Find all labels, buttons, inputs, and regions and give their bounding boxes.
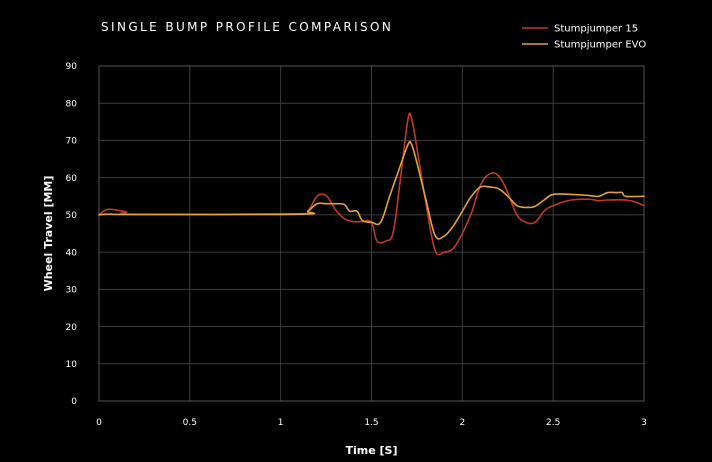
x-tick-label-0: 0 xyxy=(96,418,102,428)
series-group xyxy=(98,112,645,256)
chart-title: SINGLE BUMP PROFILE COMPARISON xyxy=(101,20,393,34)
x-tick-label-4: 2 xyxy=(459,418,465,428)
y-tick-label-7: 70 xyxy=(66,137,78,147)
x-tick-label-6: 3 xyxy=(641,418,647,428)
x-tick-label-2: 1 xyxy=(278,418,284,428)
y-axis-label: Wheel Travel [MM] xyxy=(42,176,55,292)
x-tick-label-3: 1.5 xyxy=(364,418,378,428)
y-tick-label-5: 50 xyxy=(66,211,78,221)
legend-label-stumpjumper-15: Stumpjumper 15 xyxy=(554,24,638,35)
x-axis: 0 0.5 1 1.5 2 2.5 3 xyxy=(96,418,647,428)
y-tick-label-8: 80 xyxy=(66,99,78,109)
y-tick-label-4: 40 xyxy=(66,248,78,258)
plot-area xyxy=(98,65,645,402)
x-tick-label-1: 0.5 xyxy=(183,418,197,428)
y-axis: 0 10 20 30 40 50 60 70 80 90 xyxy=(66,62,78,407)
legend: Stumpjumper 15 Stumpjumper EVO xyxy=(522,24,646,51)
x-tick-label-5: 2.5 xyxy=(546,418,560,428)
series-line-stumpjumper-evo xyxy=(98,140,645,240)
y-tick-label-9: 90 xyxy=(66,62,78,72)
y-tick-label-0: 0 xyxy=(71,397,77,407)
y-tick-label-3: 30 xyxy=(66,286,78,296)
y-tick-label-2: 20 xyxy=(66,323,78,333)
x-axis-label: Time [S] xyxy=(345,444,397,457)
y-tick-label-1: 10 xyxy=(66,360,78,370)
y-tick-label-6: 60 xyxy=(66,174,78,184)
legend-label-stumpjumper-evo: Stumpjumper EVO xyxy=(554,40,646,51)
series-line-stumpjumper-15 xyxy=(98,112,645,256)
